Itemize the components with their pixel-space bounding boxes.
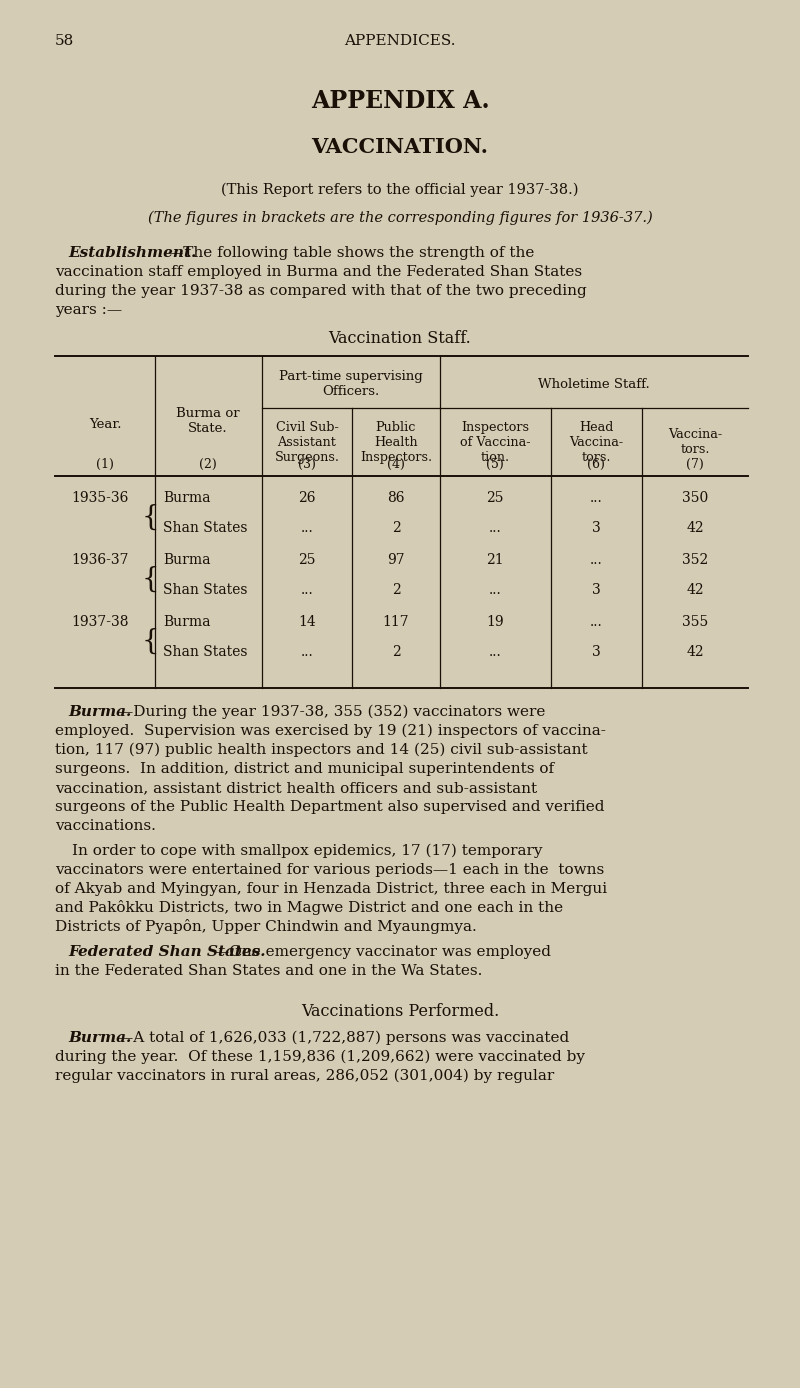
Text: ...: ... xyxy=(301,583,314,597)
Text: Shan States: Shan States xyxy=(163,520,247,534)
Text: ...: ... xyxy=(489,645,502,659)
Text: Shan States: Shan States xyxy=(163,645,247,659)
Text: (The figures in brackets are the corresponding figures for 1936-37.): (The figures in brackets are the corresp… xyxy=(148,211,652,225)
Text: 117: 117 xyxy=(382,615,410,629)
Text: 352: 352 xyxy=(682,552,708,568)
Text: VACCINATION.: VACCINATION. xyxy=(311,137,489,157)
Text: In order to cope with smallpox epidemics, 17 (17) temporary: In order to cope with smallpox epidemics… xyxy=(72,844,542,858)
Text: 86: 86 xyxy=(387,491,405,505)
Text: —A total of 1,626,033 (1,722,887) persons was vaccinated: —A total of 1,626,033 (1,722,887) person… xyxy=(118,1031,570,1045)
Text: Public
Health
Inspectors.: Public Health Inspectors. xyxy=(360,421,432,464)
Text: ...: ... xyxy=(590,552,602,568)
Text: vaccinators were entertained for various periods—1 each in the  towns: vaccinators were entertained for various… xyxy=(55,863,604,877)
Text: Inspectors
of Vaccina-
tion.: Inspectors of Vaccina- tion. xyxy=(460,421,530,464)
Text: 97: 97 xyxy=(387,552,405,568)
Text: ...: ... xyxy=(590,615,602,629)
Text: Wholetime Staff.: Wholetime Staff. xyxy=(538,378,650,390)
Text: (This Report refers to the official year 1937-38.): (This Report refers to the official year… xyxy=(222,183,578,197)
Text: surgeons.  In addition, district and municipal superintendents of: surgeons. In addition, district and muni… xyxy=(55,762,554,776)
Text: 42: 42 xyxy=(686,645,704,659)
Text: (7): (7) xyxy=(686,458,704,471)
Text: 58: 58 xyxy=(55,33,74,49)
Text: years :—: years :— xyxy=(55,303,122,316)
Text: 2: 2 xyxy=(392,583,400,597)
Text: 1937-38: 1937-38 xyxy=(71,615,129,629)
Text: 1936-37: 1936-37 xyxy=(71,552,129,568)
Text: (1): (1) xyxy=(96,458,114,471)
Text: {: { xyxy=(141,627,159,655)
Text: 42: 42 xyxy=(686,583,704,597)
Text: vaccinations.: vaccinations. xyxy=(55,819,156,833)
Text: APPENDICES.: APPENDICES. xyxy=(344,33,456,49)
Text: (5): (5) xyxy=(486,458,504,471)
Text: 2: 2 xyxy=(392,520,400,534)
Text: 2: 2 xyxy=(392,645,400,659)
Text: —One emergency vaccinator was employed: —One emergency vaccinator was employed xyxy=(214,945,551,959)
Text: 3: 3 xyxy=(592,583,600,597)
Text: 26: 26 xyxy=(298,491,316,505)
Text: Establishment.: Establishment. xyxy=(68,246,196,260)
Text: Districts of Pyapôn, Upper Chindwin and Myaungmya.: Districts of Pyapôn, Upper Chindwin and … xyxy=(55,919,477,934)
Text: Vaccination Staff.: Vaccination Staff. xyxy=(329,330,471,347)
Text: vaccination, assistant district health officers and sub-assistant: vaccination, assistant district health o… xyxy=(55,781,537,795)
Text: —During the year 1937-38, 355 (352) vaccinators were: —During the year 1937-38, 355 (352) vacc… xyxy=(118,705,546,719)
Text: 19: 19 xyxy=(486,615,504,629)
Text: (2): (2) xyxy=(199,458,217,471)
Text: Civil Sub-
Assistant
Surgeons.: Civil Sub- Assistant Surgeons. xyxy=(274,421,339,464)
Text: Shan States: Shan States xyxy=(163,583,247,597)
Text: Burma or
State.: Burma or State. xyxy=(176,407,240,434)
Text: (3): (3) xyxy=(298,458,316,471)
Text: Burma.: Burma. xyxy=(68,705,131,719)
Text: ...: ... xyxy=(301,645,314,659)
Text: 350: 350 xyxy=(682,491,708,505)
Text: Vaccinations Performed.: Vaccinations Performed. xyxy=(301,1004,499,1020)
Text: in the Federated Shan States and one in the Wa States.: in the Federated Shan States and one in … xyxy=(55,965,482,979)
Text: {: { xyxy=(141,565,159,593)
Text: —The following table shows the strength of the: —The following table shows the strength … xyxy=(168,246,534,260)
Text: 21: 21 xyxy=(486,552,504,568)
Text: 3: 3 xyxy=(592,645,600,659)
Text: Burma: Burma xyxy=(163,615,210,629)
Text: {: { xyxy=(141,504,159,530)
Text: 3: 3 xyxy=(592,520,600,534)
Text: vaccination staff employed in Burma and the Federated Shan States: vaccination staff employed in Burma and … xyxy=(55,265,582,279)
Text: Vaccina-
tors.: Vaccina- tors. xyxy=(668,428,722,457)
Text: surgeons of the Public Health Department also supervised and verified: surgeons of the Public Health Department… xyxy=(55,799,605,813)
Text: Burma: Burma xyxy=(163,552,210,568)
Text: ...: ... xyxy=(489,520,502,534)
Text: during the year 1937-38 as compared with that of the two preceding: during the year 1937-38 as compared with… xyxy=(55,285,586,298)
Text: 1935-36: 1935-36 xyxy=(71,491,129,505)
Text: Head
Vaccina-
tors.: Head Vaccina- tors. xyxy=(569,421,623,464)
Text: APPENDIX A.: APPENDIX A. xyxy=(310,89,490,112)
Text: ...: ... xyxy=(590,491,602,505)
Text: during the year.  Of these 1,159,836 (1,209,662) were vaccinated by: during the year. Of these 1,159,836 (1,2… xyxy=(55,1049,585,1065)
Text: ...: ... xyxy=(301,520,314,534)
Text: of Akyab and Myingyan, four in Henzada District, three each in Mergui: of Akyab and Myingyan, four in Henzada D… xyxy=(55,881,607,897)
Text: tion, 117 (97) public health inspectors and 14 (25) civil sub-assistant: tion, 117 (97) public health inspectors … xyxy=(55,743,588,756)
Text: 355: 355 xyxy=(682,615,708,629)
Text: Burma.: Burma. xyxy=(68,1031,131,1045)
Text: (4): (4) xyxy=(387,458,405,471)
Text: employed.  Supervision was exercised by 19 (21) inspectors of vaccina-: employed. Supervision was exercised by 1… xyxy=(55,723,606,738)
Text: Burma: Burma xyxy=(163,491,210,505)
Text: ...: ... xyxy=(489,583,502,597)
Text: Year.: Year. xyxy=(89,418,122,430)
Text: and Pakôkku Districts, two in Magwe District and one each in the: and Pakôkku Districts, two in Magwe Dist… xyxy=(55,899,563,915)
Text: Federated Shan States.: Federated Shan States. xyxy=(68,945,266,959)
Text: 14: 14 xyxy=(298,615,316,629)
Text: (6): (6) xyxy=(587,458,605,471)
Text: 42: 42 xyxy=(686,520,704,534)
Text: 25: 25 xyxy=(486,491,504,505)
Text: Part-time supervising
Officers.: Part-time supervising Officers. xyxy=(279,371,423,398)
Text: regular vaccinators in rural areas, 286,052 (301,004) by regular: regular vaccinators in rural areas, 286,… xyxy=(55,1069,554,1083)
Text: 25: 25 xyxy=(298,552,316,568)
